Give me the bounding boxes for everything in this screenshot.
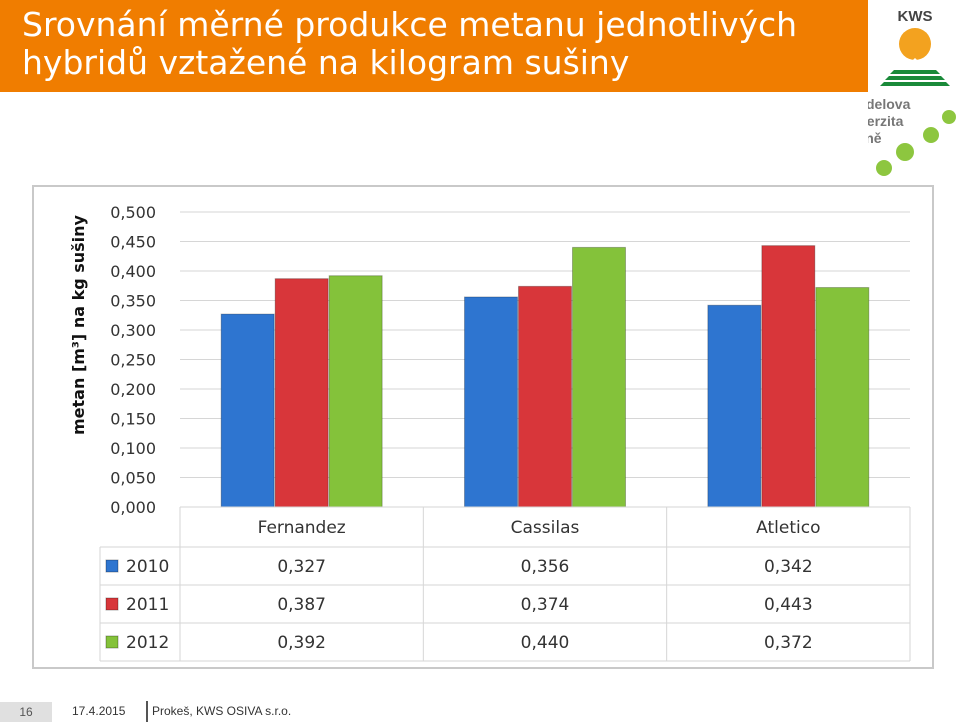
bar: [518, 285, 572, 508]
y-axis-label: metan [m³] na kg sušiny: [69, 214, 88, 435]
university-line-1: Mendelova: [868, 96, 911, 112]
page-number: 16: [0, 702, 52, 722]
data-label: 0,327: [277, 557, 326, 577]
y-tick-label: 0,050: [110, 469, 156, 488]
mendel-university-logo: Mendelova univerzita v Brně: [838, 96, 956, 176]
y-tick-label: 0,000: [110, 498, 156, 517]
green-dot-icon: [942, 110, 956, 124]
logos-svg: KWS Mendelova univerzita v Brně: [838, 8, 956, 176]
y-tick-label: 0,150: [110, 410, 156, 429]
kws-logo: KWS: [880, 8, 950, 86]
legend-swatch: [105, 635, 119, 649]
slide-title-line-1: Srovnání měrné produkce metanu jednotliv…: [22, 5, 798, 44]
slide-title: Srovnání měrné produkce metanu jednotliv…: [22, 6, 862, 82]
data-label: 0,356: [521, 557, 570, 577]
bar: [220, 313, 275, 508]
university-line-3: v Brně: [868, 130, 882, 146]
data-label: 0,387: [277, 595, 326, 615]
green-dot-icon: [876, 160, 892, 176]
data-label: 0,372: [764, 633, 813, 653]
bar: [464, 296, 518, 508]
data-label: 0,440: [521, 633, 570, 653]
y-tick-labels: 0,000 0,050 0,100 0,150 0,200 0,250 0,300 0,350…: [110, 203, 156, 517]
category-label: Fernandez: [258, 518, 346, 538]
kws-logo-text: KWS: [898, 8, 933, 25]
y-tick-label: 0,100: [110, 439, 156, 458]
category-label: Atletico: [756, 518, 820, 538]
y-tick-label: 0,300: [110, 321, 156, 340]
university-line-2: univerzita: [868, 113, 904, 129]
data-label: 0,443: [764, 595, 813, 615]
data-label: 0,342: [764, 557, 813, 577]
legend-swatch: [105, 559, 119, 573]
y-tick-label: 0,400: [110, 262, 156, 281]
slide-title-line-2: hybridů vztažené na kilogram sušiny: [22, 43, 630, 82]
footer-author: Prokeš, KWS OSIVA s.r.o.: [152, 704, 292, 718]
bar: [572, 246, 626, 508]
chart-frame: metan [m³] na kg sušiny 0,000 0,050 0,100 0…: [32, 185, 934, 669]
data-label: 0,374: [521, 595, 570, 615]
y-tick-label: 0,250: [110, 351, 156, 370]
bar: [761, 245, 816, 508]
bar: [707, 304, 762, 508]
chart-svg: metan [m³] na kg sušiny 0,0000,0500,1000…: [69, 203, 911, 662]
y-tick-label: 0,200: [110, 380, 156, 399]
y-tick-label: 0,500: [110, 203, 156, 222]
bars-layer: [220, 245, 870, 508]
title-bar: Srovnání měrné produkce metanu jednotliv…: [0, 0, 868, 92]
legend-swatch: [105, 597, 119, 611]
legend-label: 2011: [126, 595, 169, 615]
bar: [815, 287, 870, 508]
category-label: Cassilas: [511, 518, 580, 538]
data-table: Fernandez Cassilas Atletico 2010 0,327 0,356 0…: [99, 506, 911, 662]
y-tick-label: 0,450: [110, 233, 156, 252]
green-dot-icon: [923, 127, 939, 143]
bar: [328, 275, 383, 508]
footer-date: 17.4.2015: [72, 704, 126, 718]
legend-label: 2012: [126, 633, 169, 653]
kws-sun-icon: [899, 28, 931, 60]
footer-separator: [146, 701, 148, 722]
legend-label: 2010: [126, 557, 169, 577]
bar: [274, 278, 329, 508]
data-label: 0,392: [277, 633, 326, 653]
y-tick-label: 0,350: [110, 292, 156, 311]
green-dot-icon: [896, 143, 914, 161]
logos-area: KWS Mendelova univerzita v Brně: [838, 0, 960, 180]
